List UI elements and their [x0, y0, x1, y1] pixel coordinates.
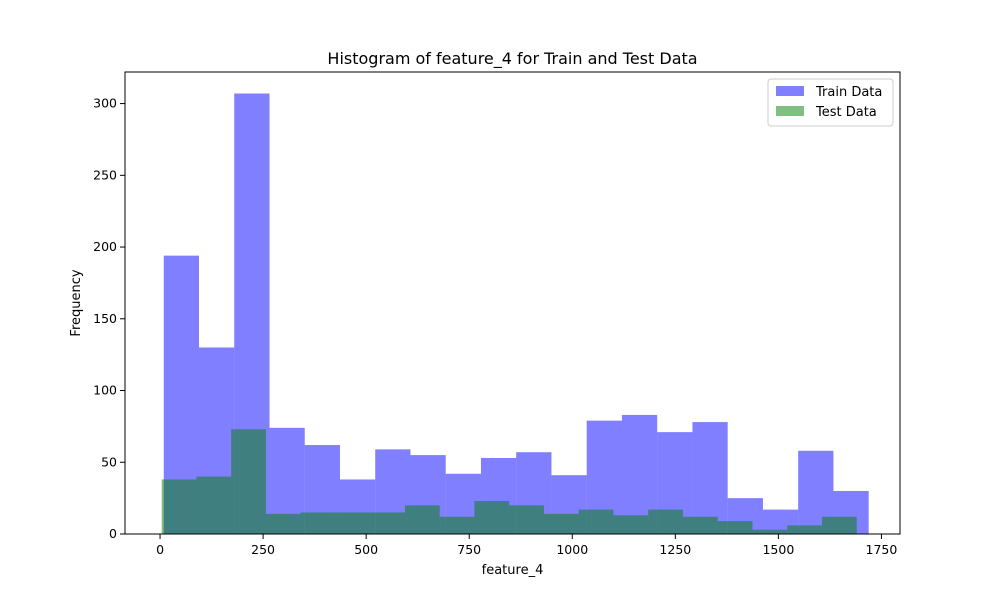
x-tick-label-500: 500: [354, 542, 378, 557]
x-axis-label: feature_4: [482, 563, 544, 578]
test-data-bar-12: [578, 509, 614, 534]
test-data-bar-8: [439, 516, 475, 534]
test-data-bar-13: [613, 515, 649, 534]
test-data-bar-2: [231, 429, 266, 534]
y-tick-label-300: 300: [93, 96, 117, 111]
test-data-bar-9: [474, 501, 510, 534]
y-axis-label: Frequency: [69, 269, 84, 336]
test-data-bar-19: [821, 516, 857, 534]
test-data-bar-0: [161, 479, 197, 534]
y-tick-label-200: 200: [93, 239, 117, 254]
test-data-bar-1: [196, 476, 232, 534]
legend-label-test: Test Data: [815, 105, 877, 120]
legend-swatch-test: [776, 106, 804, 116]
y-tick-label-150: 150: [93, 311, 117, 326]
y-tick-label-0: 0: [109, 526, 117, 541]
y-tick-label-50: 50: [101, 454, 117, 469]
x-tick-label-1500: 1500: [762, 542, 794, 557]
legend-swatch-train: [776, 86, 804, 96]
bars-layer: [161, 93, 869, 535]
x-tick-label-0: 0: [156, 542, 164, 557]
x-tick-label-1750: 1750: [866, 542, 898, 557]
test-data-bar-14: [648, 509, 683, 534]
test-data-bar-15: [682, 516, 718, 534]
legend: Train Data Test Data: [767, 78, 894, 127]
train-data-bar-15: [692, 422, 728, 534]
test-data-bar-3: [265, 513, 301, 534]
test-data-bar-10: [509, 505, 544, 534]
y-axis-ticks: 0 50 100 150 200 250 300: [93, 96, 125, 541]
x-tick-label-1250: 1250: [659, 542, 691, 557]
plot-frame: [124, 71, 901, 535]
chart-title: Histogram of feature_4 for Train and Tes…: [327, 49, 697, 69]
test-data-bar-18: [787, 525, 822, 534]
x-tick-label-1000: 1000: [556, 542, 588, 557]
test-data-bar-11: [543, 513, 579, 534]
test-data-bar-4: [300, 512, 336, 534]
x-axis-ticks: 0 250 500 750 1000 1250 1500 1750: [156, 534, 897, 557]
test-data-bar-5: [335, 512, 371, 534]
test-data-bar-17: [752, 529, 788, 534]
legend-label-train: Train Data: [815, 85, 882, 100]
test-data-bar-6: [370, 512, 405, 534]
test-data-bar-7: [404, 505, 440, 534]
y-tick-label-100: 100: [93, 383, 117, 398]
test-data-bar-16: [717, 521, 753, 534]
x-tick-label-250: 250: [251, 542, 275, 557]
y-tick-label-250: 250: [93, 167, 117, 182]
x-tick-label-750: 750: [457, 542, 481, 557]
